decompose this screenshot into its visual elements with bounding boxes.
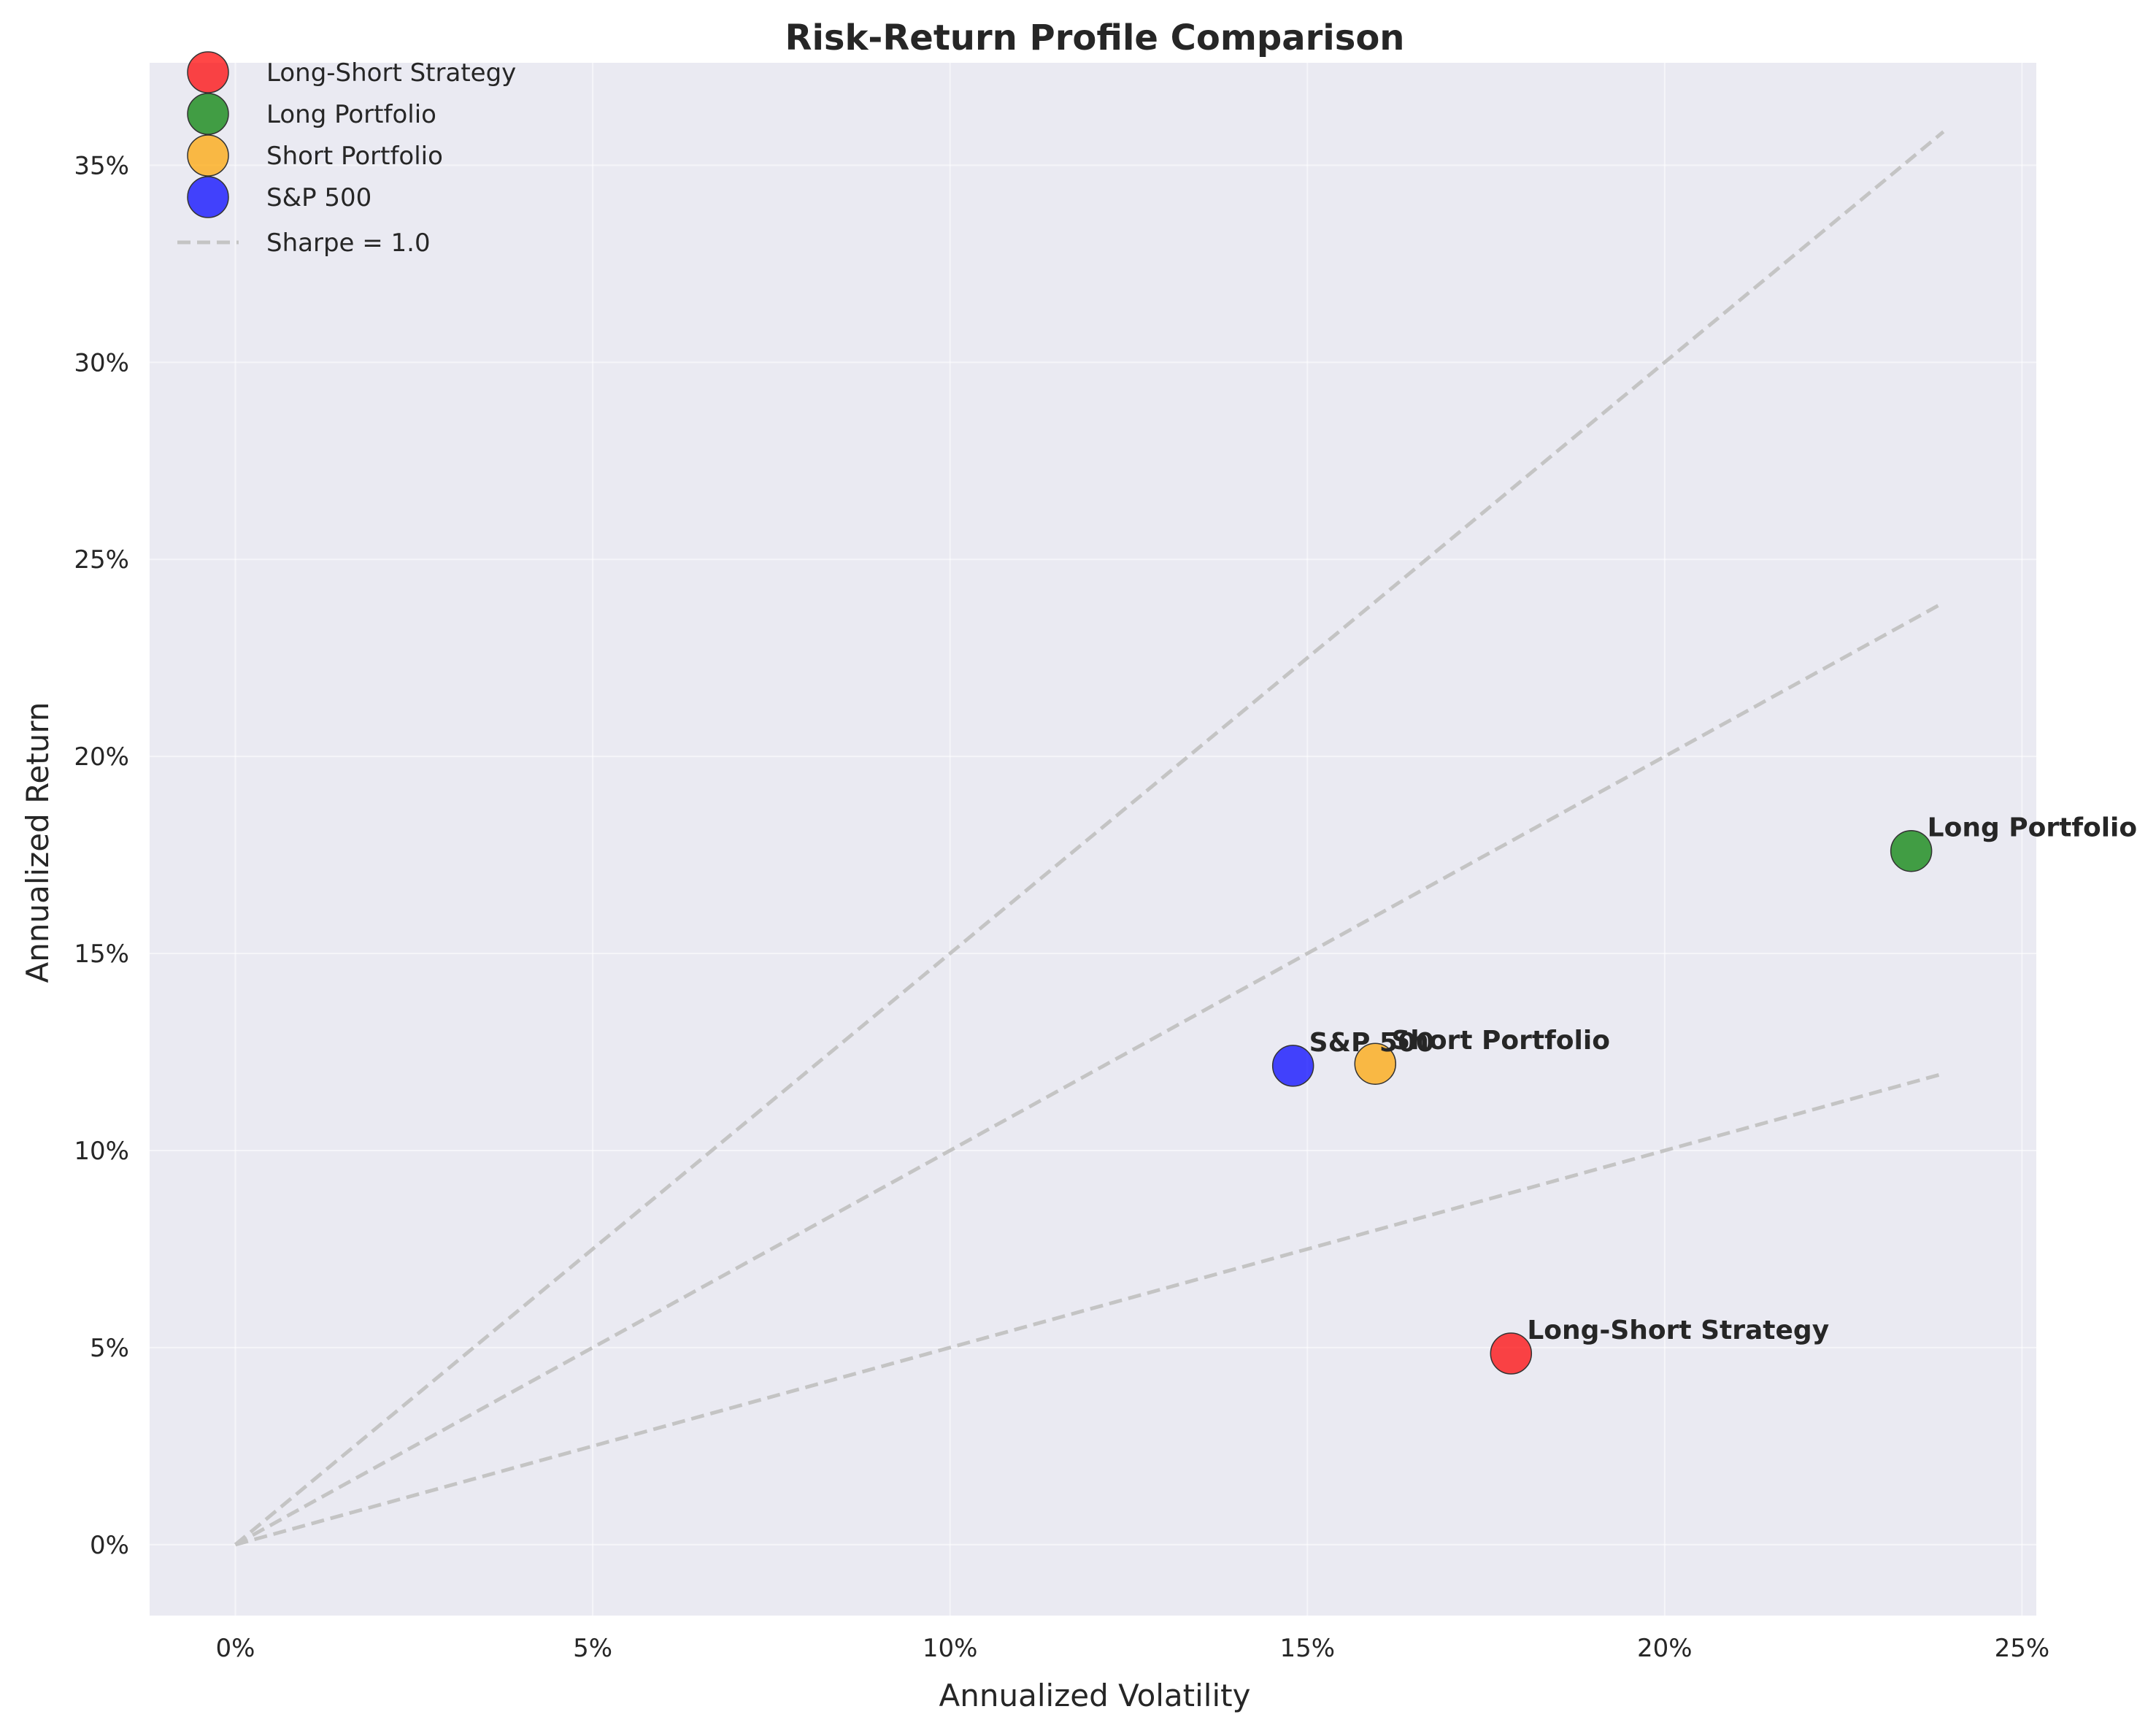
sharpe-reference-lines: [234, 130, 1945, 1547]
legend-marker: [187, 93, 229, 135]
scatter-point: [1890, 829, 1933, 872]
x-axis-label: Annualized Volatility: [939, 1678, 1251, 1713]
legend-label: Long-Short Strategy: [266, 58, 516, 88]
y-tick-label: 5%: [90, 1334, 129, 1363]
x-tick-label: 0%: [216, 1634, 255, 1663]
legend-marker: [187, 51, 229, 93]
legend-marker: [187, 134, 229, 177]
point-annotations: Long-Short Strategy Long Portfolio Short P…: [1309, 813, 2137, 1345]
plot-background: [150, 63, 2036, 1616]
legend-label: S&P 500: [266, 183, 371, 212]
legend: Long-Short Strategy Long Portfolio Short P…: [177, 51, 516, 258]
x-tick-label: 15%: [1279, 1634, 1335, 1663]
point-annotation: S&P 500: [1309, 1028, 1434, 1058]
scatter-point: [1490, 1332, 1533, 1375]
x-tick-label: 5%: [573, 1634, 612, 1663]
legend-marker: [187, 176, 229, 218]
y-tick-label: 10%: [74, 1137, 129, 1166]
y-tick-label: 20%: [74, 742, 129, 772]
legend-label: Short Portfolio: [266, 142, 443, 171]
point-annotation: Long Portfolio: [1928, 813, 2138, 843]
legend-label: Sharpe = 1.0: [266, 229, 431, 258]
x-tick-label: 10%: [923, 1634, 978, 1663]
point-annotation: Long-Short Strategy: [1527, 1316, 1829, 1345]
y-tick-label: 0%: [90, 1531, 129, 1560]
point-annotation: Short Portfolio: [1391, 1026, 1610, 1056]
legend-label: Long Portfolio: [266, 100, 436, 129]
chart-title: Risk-Return Profile Comparison: [785, 18, 1405, 58]
sharpe-reference-line: [234, 601, 1944, 1547]
y-tick-label: 25%: [74, 545, 129, 575]
x-tick-label: 20%: [1637, 1634, 1693, 1663]
scatter-point: [1271, 1045, 1314, 1087]
x-tick-labels: 0% 5% 10% 15% 20% 25%: [216, 1634, 2050, 1663]
y-tick-label: 15%: [74, 940, 129, 969]
y-tick-label: 35%: [74, 151, 129, 180]
data-points: [1271, 829, 1933, 1375]
grid-lines: [150, 63, 2036, 1616]
y-tick-labels: 0% 5% 10% 15% 20% 25% 30% 35%: [74, 151, 129, 1559]
x-tick-label: 25%: [1995, 1634, 2050, 1663]
sharpe-reference-line: [234, 130, 1945, 1546]
y-axis-label: Annualized Return: [20, 702, 55, 983]
y-tick-label: 30%: [74, 348, 129, 377]
scatter-point: [1354, 1042, 1397, 1085]
